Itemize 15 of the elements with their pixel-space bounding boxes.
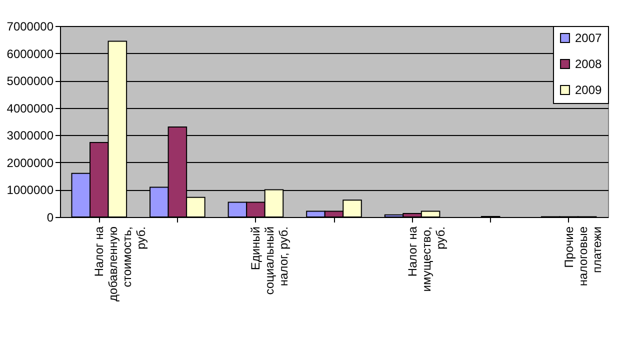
x-tick-label: Налог на добавленную стоимость, руб.: [92, 226, 148, 302]
x-tick-label: Единый социальный налог, руб.: [248, 226, 291, 295]
legend-label: 2007: [575, 31, 602, 45]
y-tick-label: 6000000: [6, 46, 54, 61]
y-tick-label: 1000000: [6, 183, 54, 198]
legend-label: 2009: [575, 83, 602, 97]
y-tick-label: 4000000: [6, 101, 54, 116]
y-tick-label: 3000000: [6, 128, 54, 143]
y-tick-label: 7000000: [6, 20, 54, 34]
legend-label: 2008: [575, 57, 602, 71]
y-tick-label: 0: [46, 210, 54, 224]
x-tick-label: Прочие налоговые платежи: [562, 226, 604, 286]
y-tick-label: 2000000: [6, 156, 54, 170]
y-tick-label: 5000000: [6, 74, 54, 88]
x-tick-label: Налог на имущество, руб.: [405, 226, 448, 292]
